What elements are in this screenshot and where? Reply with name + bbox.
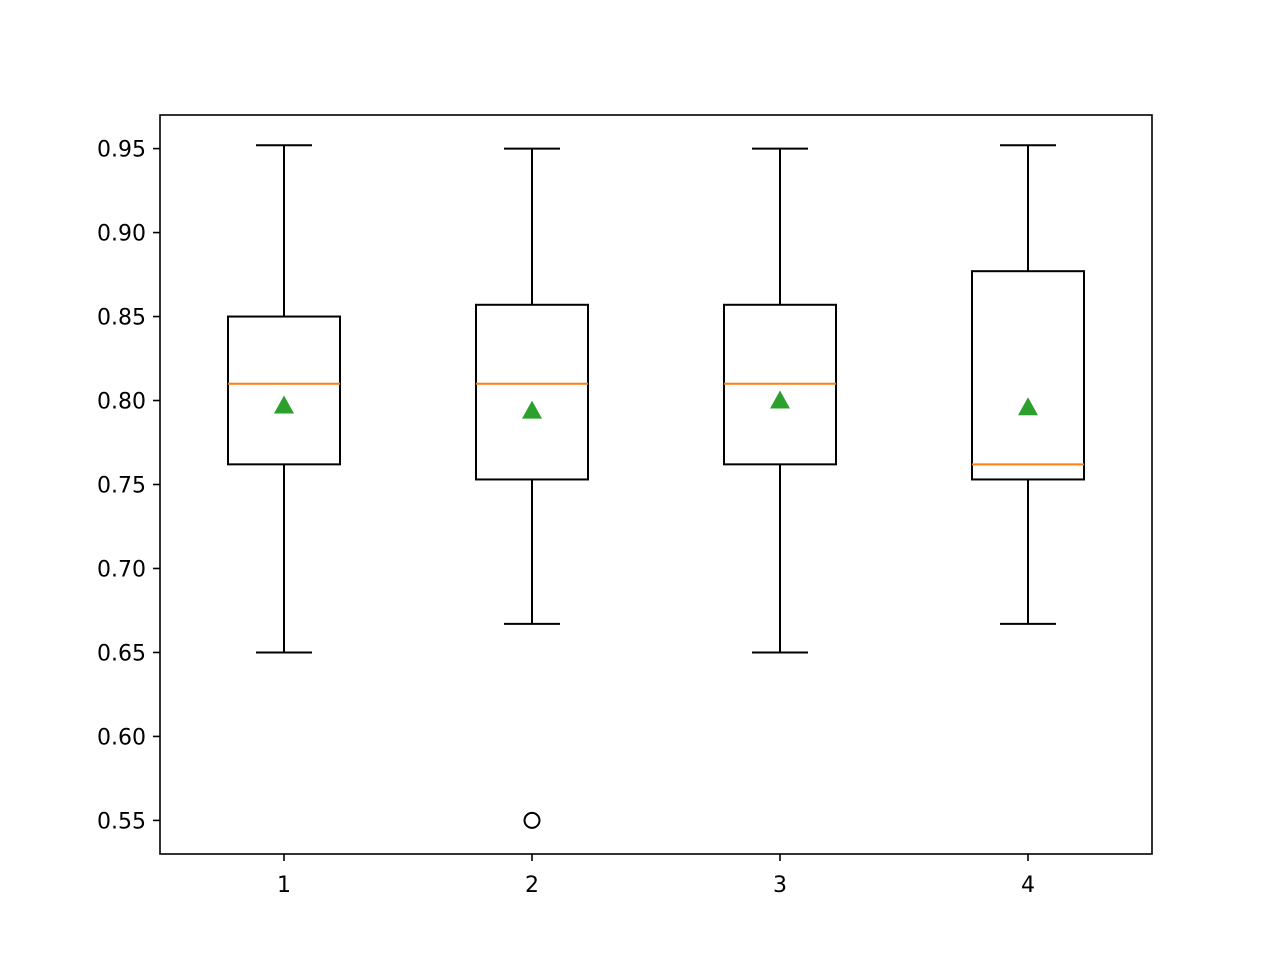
- mean-marker: [770, 390, 790, 409]
- y-tick-label: 0.85: [97, 306, 146, 331]
- x-tick-label: 4: [1021, 873, 1035, 898]
- mean-marker: [1018, 397, 1038, 416]
- mean-marker: [522, 400, 542, 419]
- iqr-box: [475, 303, 589, 481]
- y-tick-label: 0.65: [97, 641, 146, 666]
- y-tick-label: 0.75: [97, 474, 146, 499]
- x-tick-label: 3: [773, 873, 787, 898]
- box-group-4: [971, 144, 1085, 625]
- plot-frame: [159, 114, 1153, 855]
- y-tick-label: 0.60: [97, 725, 146, 750]
- y-tick-label: 0.55: [97, 809, 146, 834]
- axes: 1 2 3 4 0.55 0.60 0.65 0.70 0.75 0.80 0.85 0.90 0.95: [97, 138, 1035, 898]
- y-tick-label: 0.70: [97, 557, 146, 582]
- outlier-point: [523, 811, 541, 829]
- plot-area: [160, 115, 1152, 854]
- y-tick-label: 0.80: [97, 390, 146, 415]
- box-group-3: [723, 147, 837, 654]
- mean-marker: [274, 395, 294, 414]
- iqr-box: [227, 315, 341, 466]
- y-tick-label: 0.90: [97, 222, 146, 247]
- x-tick-label: 1: [277, 873, 291, 898]
- iqr-box: [971, 270, 1085, 481]
- chart-marks: [227, 144, 1085, 829]
- box-group-2: [475, 147, 589, 829]
- y-tick-label: 0.95: [97, 138, 146, 163]
- box-group-1: [227, 144, 341, 654]
- x-tick-label: 2: [525, 873, 539, 898]
